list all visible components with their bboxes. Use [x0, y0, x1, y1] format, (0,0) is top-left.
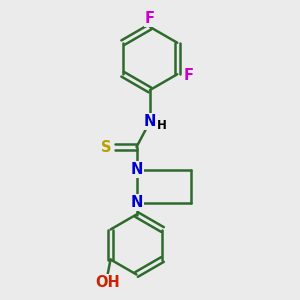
Text: F: F [145, 11, 155, 26]
Text: F: F [184, 68, 194, 83]
Text: H: H [157, 118, 166, 132]
Text: N: N [130, 195, 143, 210]
Text: N: N [130, 162, 143, 177]
Text: N: N [144, 114, 156, 129]
Text: S: S [101, 140, 112, 154]
Text: OH: OH [95, 275, 120, 290]
